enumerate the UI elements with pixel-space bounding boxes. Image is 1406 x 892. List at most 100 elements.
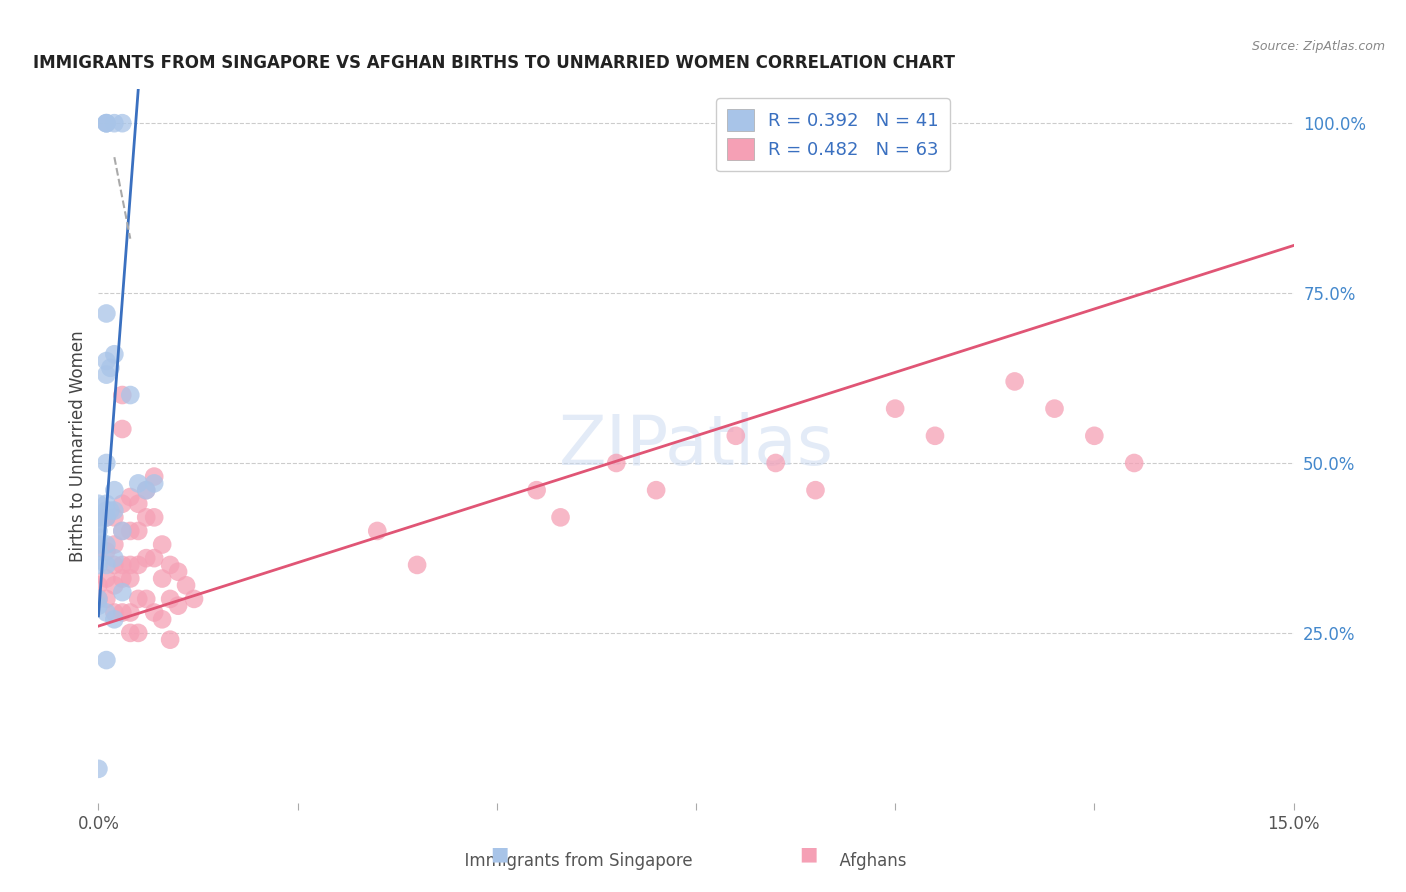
Point: [87, 524, 110, 538]
Point: [87, 510, 110, 524]
Point: [167, 565, 190, 579]
Point: [103, 558, 125, 572]
Text: Immigrants from Singapore: Immigrants from Singapore: [433, 852, 692, 870]
Point: [103, 510, 125, 524]
Point: [1043, 401, 1066, 416]
Point: [804, 483, 827, 498]
Point: [645, 483, 668, 498]
Legend: R = 0.392   N = 41, R = 0.482   N = 63: R = 0.392 N = 41, R = 0.482 N = 63: [716, 98, 950, 171]
Point: [135, 483, 157, 498]
Point: [127, 558, 149, 572]
Point: [111, 585, 134, 599]
Point: [103, 537, 125, 551]
Point: [111, 388, 134, 402]
Point: [96, 116, 118, 130]
Text: ■: ■: [799, 845, 818, 863]
Point: [96, 368, 118, 382]
Point: [143, 476, 166, 491]
Point: [120, 490, 142, 504]
Point: [167, 599, 190, 613]
Text: Afghans: Afghans: [808, 852, 907, 870]
Point: [103, 612, 125, 626]
Point: [103, 606, 125, 620]
Point: [87, 517, 110, 532]
Point: [135, 551, 157, 566]
Point: [96, 456, 118, 470]
Point: [103, 578, 125, 592]
Point: [366, 524, 388, 538]
Point: [96, 354, 118, 368]
Point: [120, 626, 142, 640]
Point: [96, 510, 118, 524]
Point: [127, 497, 149, 511]
Text: ZIPatlas: ZIPatlas: [558, 412, 834, 480]
Point: [98, 503, 122, 517]
Point: [96, 653, 118, 667]
Point: [120, 524, 142, 538]
Point: [96, 116, 118, 130]
Text: Source: ZipAtlas.com: Source: ZipAtlas.com: [1251, 40, 1385, 54]
Point: [127, 626, 149, 640]
Point: [96, 503, 118, 517]
Point: [120, 572, 142, 586]
Point: [96, 572, 118, 586]
Point: [135, 591, 157, 606]
Point: [174, 578, 197, 592]
Point: [143, 551, 166, 566]
Point: [111, 606, 134, 620]
Point: [103, 503, 125, 517]
Point: [1123, 456, 1146, 470]
Point: [135, 510, 157, 524]
Point: [87, 591, 110, 606]
Point: [127, 591, 149, 606]
Point: [87, 558, 110, 572]
Point: [111, 524, 134, 538]
Point: [96, 116, 118, 130]
Point: [87, 531, 110, 545]
Point: [111, 116, 134, 130]
Point: [127, 476, 149, 491]
Point: [96, 544, 118, 558]
Y-axis label: Births to Unmarried Women: Births to Unmarried Women: [69, 330, 87, 562]
Point: [159, 632, 181, 647]
Point: [924, 429, 946, 443]
Point: [159, 558, 181, 572]
Point: [111, 572, 134, 586]
Point: [120, 388, 142, 402]
Point: [96, 497, 118, 511]
Point: [1083, 429, 1105, 443]
Point: [406, 558, 429, 572]
Text: ■: ■: [489, 845, 509, 863]
Point: [724, 429, 747, 443]
Point: [111, 422, 134, 436]
Point: [111, 497, 134, 511]
Point: [884, 401, 907, 416]
Point: [96, 558, 118, 572]
Point: [87, 578, 110, 592]
Point: [87, 762, 110, 776]
Point: [150, 612, 173, 626]
Point: [87, 591, 110, 606]
Point: [96, 606, 118, 620]
Point: [150, 572, 173, 586]
Point: [103, 551, 125, 566]
Point: [87, 537, 110, 551]
Point: [159, 591, 181, 606]
Point: [96, 306, 118, 320]
Point: [143, 510, 166, 524]
Point: [87, 599, 110, 613]
Point: [103, 116, 125, 130]
Point: [526, 483, 548, 498]
Point: [87, 497, 110, 511]
Text: IMMIGRANTS FROM SINGAPORE VS AFGHAN BIRTHS TO UNMARRIED WOMEN CORRELATION CHART: IMMIGRANTS FROM SINGAPORE VS AFGHAN BIRT…: [32, 54, 955, 72]
Point: [103, 483, 125, 498]
Point: [143, 606, 166, 620]
Point: [143, 469, 166, 483]
Point: [87, 544, 110, 558]
Point: [87, 510, 110, 524]
Point: [111, 558, 134, 572]
Point: [550, 510, 572, 524]
Point: [765, 456, 787, 470]
Point: [183, 591, 205, 606]
Point: [98, 360, 122, 375]
